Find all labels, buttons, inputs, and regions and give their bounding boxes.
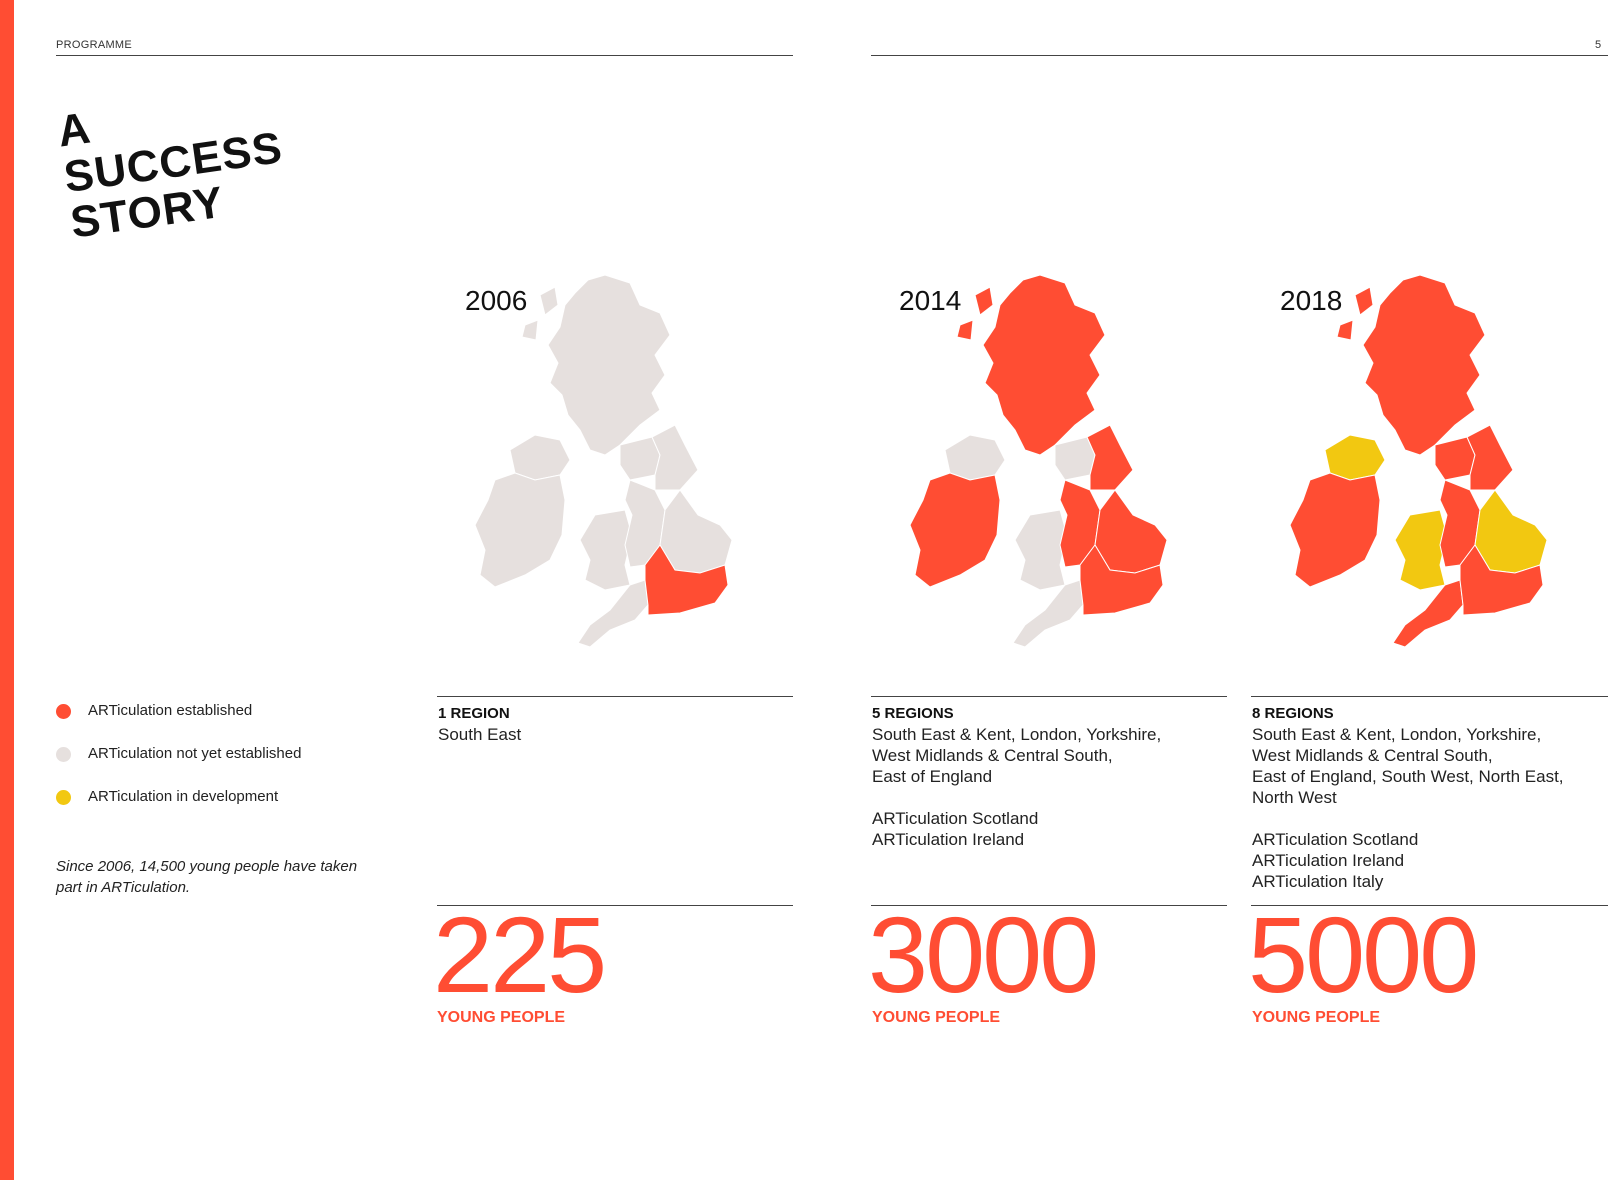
region-count: 5 REGIONS: [872, 705, 954, 722]
header-rule-left: [56, 55, 793, 56]
map-region-northern-ireland: [944, 434, 1006, 481]
page-number: 5: [1595, 39, 1602, 51]
year-label: 2018: [1280, 285, 1343, 316]
stat-rule: [871, 905, 1227, 906]
map-region-yorkshire: [651, 424, 699, 491]
map-region-northern-ireland: [509, 434, 571, 481]
participant-stat: 3000 YOUNG PEOPLE: [868, 894, 1099, 1027]
stat-rule: [437, 905, 793, 906]
legend-label: ARTiculation established: [88, 702, 253, 719]
map-region-ireland: [474, 472, 566, 588]
legend-dot: [56, 747, 71, 762]
map-region-scotland: [1336, 275, 1486, 456]
year-label: 2006: [465, 285, 528, 316]
participant-stat: 5000 YOUNG PEOPLE: [1248, 894, 1479, 1027]
uk-ireland-map: [909, 275, 1168, 648]
participant-count: 225: [433, 894, 607, 1015]
region-rule: [1251, 696, 1608, 697]
legend-dot: [56, 704, 71, 719]
participant-count: 3000: [868, 894, 1099, 1015]
participant-count: 5000: [1248, 894, 1479, 1015]
map-region-south-west: [1392, 579, 1464, 648]
map-region-wales: [579, 509, 633, 591]
map-region-east: [1474, 489, 1548, 574]
participant-label: YOUNG PEOPLE: [872, 1009, 1001, 1026]
page-title: A SUCCESS STORY: [55, 79, 292, 247]
map-region-east: [1094, 489, 1168, 574]
accent-bar: [0, 0, 14, 1180]
region-list: South East & Kent, London, Yorkshire, We…: [872, 725, 1162, 849]
participant-label: YOUNG PEOPLE: [1252, 1009, 1381, 1026]
map-region-scotland: [956, 275, 1106, 456]
map-region-south-east: [644, 544, 729, 616]
map-region-midlands: [1059, 479, 1101, 568]
region-summary: 5 REGIONS South East & Kent, London, Yor…: [872, 705, 1228, 850]
map-region-northern-ireland: [1324, 434, 1386, 481]
region-count: 1 REGION: [438, 705, 510, 722]
map-region-scotland: [521, 275, 671, 456]
header-rule-right: [871, 55, 1608, 56]
region-list: South East: [438, 725, 522, 744]
map-region-ireland: [909, 472, 1001, 588]
legend-label: ARTiculation in development: [88, 788, 279, 805]
map-region-east: [659, 489, 733, 574]
map-region-midlands: [624, 479, 666, 568]
map-region-south-east: [1459, 544, 1544, 616]
uk-ireland-map: [1289, 275, 1548, 648]
legend-label: ARTiculation not yet established: [88, 745, 302, 762]
participant-label: YOUNG PEOPLE: [437, 1009, 566, 1026]
region-rule: [437, 696, 793, 697]
region-rule: [871, 696, 1227, 697]
map-region-south-west: [1012, 579, 1084, 648]
section-label: PROGRAMME: [56, 39, 133, 51]
participant-stat: 225 YOUNG PEOPLE: [433, 894, 607, 1027]
year-label: 2014: [899, 285, 962, 316]
region-summary: 8 REGIONS South East & Kent, London, Yor…: [1252, 705, 1612, 892]
region-count: 8 REGIONS: [1252, 705, 1334, 722]
map-region-yorkshire: [1466, 424, 1514, 491]
map-region-south-east: [1079, 544, 1164, 616]
legend-dot: [56, 790, 71, 805]
map-region-south-west: [577, 579, 649, 648]
uk-ireland-map: [474, 275, 733, 648]
participation-note: Since 2006, 14,500 young people have tak…: [56, 858, 358, 896]
stat-rule: [1251, 905, 1608, 906]
map-region-ireland: [1289, 472, 1381, 588]
map-region-north: [619, 436, 661, 481]
map-region-yorkshire: [1086, 424, 1134, 491]
map-region-north: [1054, 436, 1096, 481]
map-region-north: [1434, 436, 1476, 481]
map-region-wales: [1014, 509, 1068, 591]
map-region-wales: [1394, 509, 1448, 591]
map-region-midlands: [1439, 479, 1481, 568]
region-summary: 1 REGION South East: [438, 705, 794, 745]
region-list: South East & Kent, London, Yorkshire, We…: [1252, 725, 1564, 891]
